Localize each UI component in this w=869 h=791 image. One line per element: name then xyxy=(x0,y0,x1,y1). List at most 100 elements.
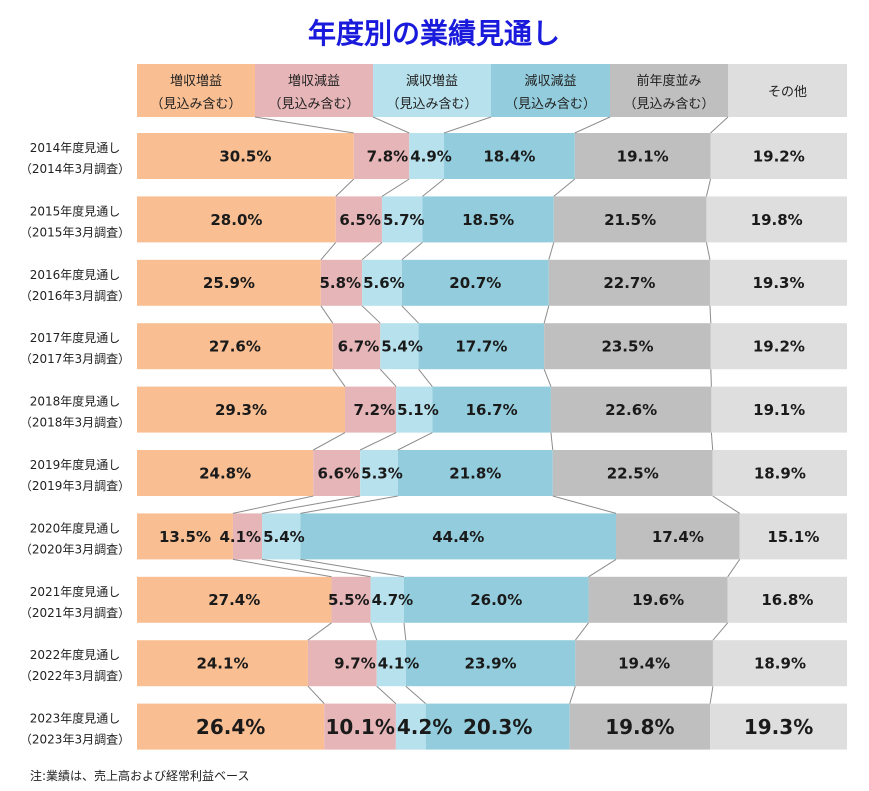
bar-segment xyxy=(137,323,333,370)
legend-box-1 xyxy=(255,64,373,117)
value-label: 6.5% xyxy=(339,211,381,229)
legend-header: 増収増益 （見込み含む） 増収減益 （見込み含む） 減収増益 （見込み含む） 減収減益 （見込… xyxy=(137,64,847,117)
connector-line xyxy=(418,368,433,387)
value-label: 20.3% xyxy=(463,715,532,739)
connector-line xyxy=(705,178,712,197)
connector-line xyxy=(552,495,617,514)
bar-segment xyxy=(262,513,301,560)
connector-line xyxy=(553,178,576,197)
value-label: 5.4% xyxy=(263,528,305,546)
bar-segment xyxy=(300,513,617,560)
connector-header-5 xyxy=(710,116,729,134)
bar-segment xyxy=(396,386,433,433)
bar-segment xyxy=(401,259,549,306)
connector-line xyxy=(543,369,552,387)
value-label: 4.7% xyxy=(372,591,414,609)
value-label: 18.5% xyxy=(462,211,514,229)
category-sublabel: （2019年3月調査） xyxy=(20,479,130,493)
bar-segment xyxy=(403,576,589,623)
category-label: 2022年度見通し xyxy=(30,647,121,662)
connector-line xyxy=(403,622,407,641)
category-labels: 2014年度見通し （2014年3月調査） 2015年度見通し （2015年3月調査）… xyxy=(20,140,130,747)
category-sublabel: （2017年3月調査） xyxy=(20,352,130,366)
value-label: 13.5% xyxy=(159,528,211,546)
legend-box-0 xyxy=(137,64,255,117)
connector-header-2 xyxy=(372,116,410,134)
connector-line xyxy=(401,242,423,261)
connector-line xyxy=(705,242,711,260)
bar-segment xyxy=(331,576,371,623)
value-label: 17.4% xyxy=(652,528,704,546)
connector-line xyxy=(320,305,334,324)
category-sublabel: （2016年3月調査） xyxy=(20,289,130,303)
connector-line xyxy=(712,495,740,514)
value-label: 27.4% xyxy=(208,591,260,609)
bar-segment xyxy=(370,576,404,623)
connector-line xyxy=(307,685,325,704)
connector-line xyxy=(712,622,729,641)
bar-segment xyxy=(137,450,314,496)
value-label: 5.4% xyxy=(381,338,423,356)
category-sublabel: （2018年3月調査） xyxy=(20,416,130,430)
connector-line xyxy=(710,369,712,387)
value-label: 19.3% xyxy=(752,274,804,292)
bar-segment xyxy=(324,703,396,750)
bar-segment xyxy=(397,450,553,496)
connector-line xyxy=(361,305,381,324)
bar-segment xyxy=(588,576,728,623)
legend-sublabel-4: （見込み含む） xyxy=(623,96,714,112)
value-label: 5.8% xyxy=(319,274,361,292)
value-label: 4.9% xyxy=(410,147,452,165)
bar-segment xyxy=(444,133,575,179)
value-label: 6.7% xyxy=(338,338,380,356)
category-sublabel: （2020年3月調査） xyxy=(20,542,130,556)
bar-segment xyxy=(137,513,233,560)
value-label: 18.4% xyxy=(483,147,535,165)
value-label: 7.2% xyxy=(354,401,396,419)
category-label: 2019年度見通し xyxy=(30,457,121,472)
value-labels: 30.5% 7.8% 4.9% 18.4% 19.1% 19.2% 28.0% 6.5% 5.7… xyxy=(159,147,819,738)
connector-line xyxy=(543,305,550,324)
category-sublabel: （2021年3月調査） xyxy=(20,606,130,620)
value-label: 15.1% xyxy=(767,528,819,546)
bar-segment xyxy=(739,513,847,560)
connector-line xyxy=(550,432,554,451)
connector-line xyxy=(405,685,427,704)
bar-segment xyxy=(320,259,363,306)
connector-line xyxy=(588,558,617,578)
legend-sublabel-0: （見込み含む） xyxy=(150,96,241,112)
bar-segment xyxy=(137,196,336,243)
category-label: 2018年度見通し xyxy=(30,394,121,409)
connector-line xyxy=(232,495,314,514)
bar-segment xyxy=(335,196,382,243)
value-label: 44.4% xyxy=(432,528,484,546)
value-label: 19.2% xyxy=(753,147,805,165)
bar-segment xyxy=(137,133,354,179)
value-label: 17.7% xyxy=(455,338,507,356)
bar-segment xyxy=(137,386,346,433)
value-label: 21.5% xyxy=(604,211,656,229)
legend-sublabel-3: （見込み含む） xyxy=(505,96,596,112)
value-label: 23.9% xyxy=(465,655,517,673)
connector-line xyxy=(709,686,714,704)
category-label: 2014年度見通し xyxy=(30,140,121,155)
bar-segment xyxy=(409,133,445,179)
connector-line xyxy=(332,368,346,387)
value-label: 19.8% xyxy=(605,715,674,739)
connector-line xyxy=(370,622,378,641)
value-label: 7.8% xyxy=(367,147,409,165)
bar-segment xyxy=(710,703,847,750)
connector-line xyxy=(379,368,397,387)
connector-line xyxy=(401,305,419,324)
connector-line xyxy=(569,686,576,704)
value-label: 19.8% xyxy=(751,211,803,229)
value-label: 5.3% xyxy=(361,464,403,482)
connector-line xyxy=(300,495,398,514)
value-label: 4.2% xyxy=(397,715,452,739)
value-label: 20.7% xyxy=(449,274,501,292)
value-label: 22.6% xyxy=(605,401,657,419)
connector-line xyxy=(397,432,433,451)
connector-line xyxy=(307,622,332,641)
legend-box-5 xyxy=(728,64,847,117)
